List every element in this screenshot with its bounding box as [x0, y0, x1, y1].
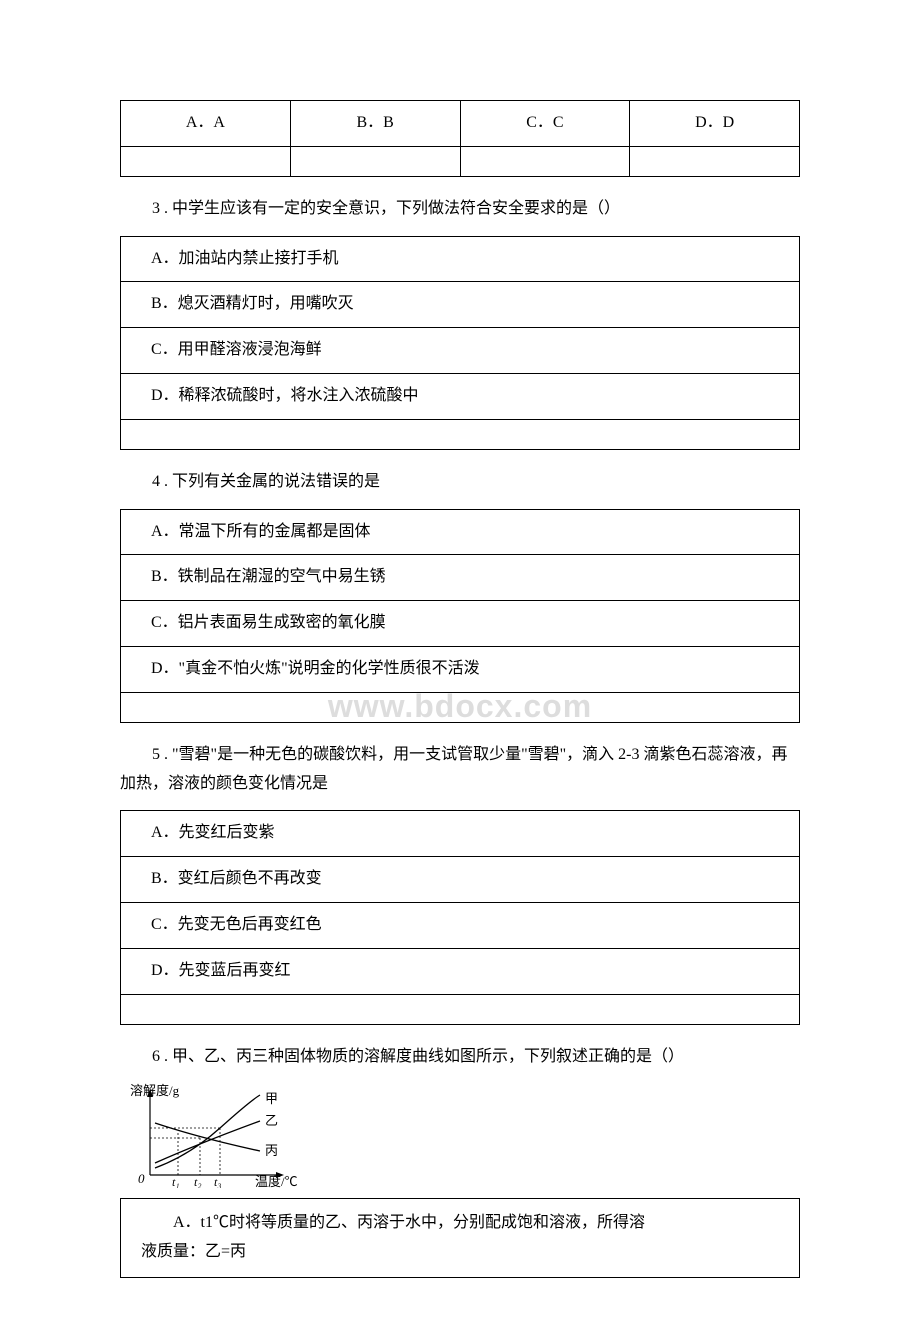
table-row: D．稀释浓硫酸时，将水注入浓硫酸中	[121, 373, 800, 419]
table-row: A．A B．B C．C D．D	[121, 101, 800, 147]
table-row: www.bdocx.com	[121, 692, 800, 722]
label-bing: 丙	[265, 1143, 278, 1158]
table-row	[121, 419, 800, 449]
table-row: A．加油站内禁止接打手机	[121, 236, 800, 282]
chart-svg: 溶解度/g 温度/℃ 0 甲 乙 丙 t₁ t₂ t₃	[130, 1083, 340, 1188]
table-row: D．"真金不怕火炼"说明金的化学性质很不活泼	[121, 646, 800, 692]
solubility-chart: 溶解度/g 温度/℃ 0 甲 乙 丙 t₁ t₂ t₃	[130, 1083, 800, 1188]
table-row	[121, 994, 800, 1024]
option-c-cell: C．C	[460, 101, 630, 147]
option-d: D．先变蓝后再变红	[121, 948, 800, 994]
option-c: C．先变无色后再变红色	[121, 902, 800, 948]
option-d: D．"真金不怕火炼"说明金的化学性质很不活泼	[121, 646, 800, 692]
ylabel: 溶解度/g	[130, 1083, 180, 1098]
option-b-cell: B．B	[290, 101, 460, 147]
tick-t1: t₁	[172, 1175, 180, 1188]
q6-question: 6 . 甲、乙、丙三种固体物质的溶解度曲线如图所示，下列叙述正确的是（）	[120, 1043, 800, 1072]
option-c: C．铝片表面易生成致密的氧化膜	[121, 601, 800, 647]
q2-answer-table: A．A B．B C．C D．D	[120, 100, 800, 177]
option-a: A．常温下所有的金属都是固体	[121, 509, 800, 555]
q5-options-table: A．先变红后变紫 B．变红后颜色不再改变 C．先变无色后再变红色 D．先变蓝后再…	[120, 810, 800, 1024]
origin: 0	[138, 1171, 145, 1186]
label-yi: 乙	[265, 1113, 278, 1128]
table-row: C．铝片表面易生成致密的氧化膜	[121, 601, 800, 647]
q6-options-table: A．t1℃时将等质量的乙、丙溶于水中，分别配成饱和溶液，所得溶 液质量：乙=丙	[120, 1198, 800, 1278]
option-a-cell: A．A	[121, 101, 291, 147]
tick-t2: t₂	[194, 1175, 202, 1188]
table-row: C．用甲醛溶液浸泡海鲜	[121, 328, 800, 374]
option-a: A．加油站内禁止接打手机	[121, 236, 800, 282]
table-row: D．先变蓝后再变红	[121, 948, 800, 994]
table-row	[121, 146, 800, 176]
option-b: B．熄灭酒精灯时，用嘴吹灭	[121, 282, 800, 328]
table-row: C．先变无色后再变红色	[121, 902, 800, 948]
option-d: D．稀释浓硫酸时，将水注入浓硫酸中	[121, 373, 800, 419]
tick-t3: t₃	[214, 1175, 222, 1188]
q3-options-table: A．加油站内禁止接打手机 B．熄灭酒精灯时，用嘴吹灭 C．用甲醛溶液浸泡海鲜 D…	[120, 236, 800, 450]
table-row: A．常温下所有的金属都是固体	[121, 509, 800, 555]
option-a: A．t1℃时将等质量的乙、丙溶于水中，分别配成饱和溶液，所得溶 液质量：乙=丙	[121, 1199, 800, 1278]
option-c: C．用甲醛溶液浸泡海鲜	[121, 328, 800, 374]
xlabel: 温度/℃	[255, 1174, 298, 1188]
q5-question: 5 . "雪碧"是一种无色的碳酸饮料，用一支试管取少量"雪碧"，滴入 2-3 滴…	[120, 741, 800, 799]
table-row: B．熄灭酒精灯时，用嘴吹灭	[121, 282, 800, 328]
label-jia: 甲	[265, 1091, 278, 1106]
q3-question: 3 . 中学生应该有一定的安全意识，下列做法符合安全要求的是（）	[120, 195, 800, 224]
table-row: B．变红后颜色不再改变	[121, 857, 800, 903]
option-a: A．先变红后变紫	[121, 811, 800, 857]
table-row: A．先变红后变紫	[121, 811, 800, 857]
table-row: A．t1℃时将等质量的乙、丙溶于水中，分别配成饱和溶液，所得溶 液质量：乙=丙	[121, 1199, 800, 1278]
option-b: B．变红后颜色不再改变	[121, 857, 800, 903]
option-b: B．铁制品在潮湿的空气中易生锈	[121, 555, 800, 601]
q4-question: 4 . 下列有关金属的说法错误的是	[120, 468, 800, 497]
q4-options-table: A．常温下所有的金属都是固体 B．铁制品在潮湿的空气中易生锈 C．铝片表面易生成…	[120, 509, 800, 723]
table-row: B．铁制品在潮湿的空气中易生锈	[121, 555, 800, 601]
option-d-cell: D．D	[630, 101, 800, 147]
